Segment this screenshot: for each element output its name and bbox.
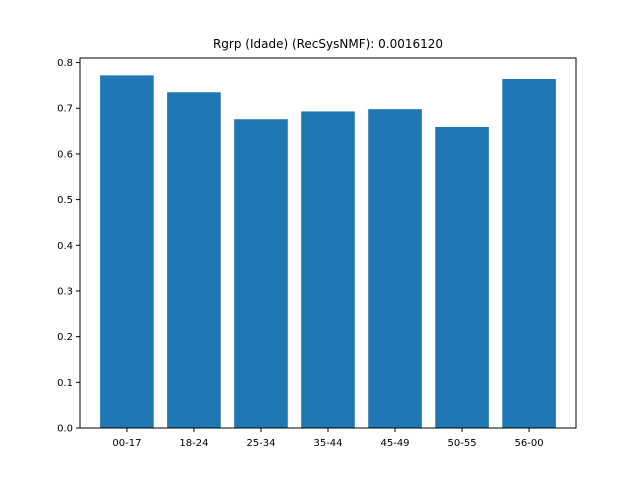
bar-35-44 (301, 111, 355, 428)
plot-frame (79, 57, 577, 429)
y-tick-label: 0.7 (57, 104, 73, 115)
bar-50-55 (435, 126, 489, 428)
x-axis: 00-17 18-24 25-34 35-44 45-49 50-55 56-00 (112, 428, 544, 449)
y-tick-label: 0.5 (57, 195, 73, 206)
x-tick-label: 50-55 (448, 438, 477, 449)
x-tick-label: 00-17 (112, 438, 141, 449)
y-tick-label: 0.0 (57, 424, 73, 435)
x-tick-label: 25-34 (246, 438, 275, 449)
y-tick-label: 0.8 (57, 58, 73, 69)
y-tick-label: 0.4 (57, 241, 73, 252)
y-axis: 0.0 0.1 0.2 0.3 0.4 0.5 0.6 0.7 0.8 (57, 58, 80, 435)
y-tick-label: 0.6 (57, 149, 73, 160)
y-tick-label: 0.2 (57, 332, 73, 343)
chart-title: Rgrp (Idade) (RecSysNMF): 0.0016120 (213, 37, 443, 51)
bar-18-24 (167, 92, 221, 428)
x-tick-label: 45-49 (380, 438, 409, 449)
x-tick-label: 35-44 (313, 438, 342, 449)
bar-56-00 (502, 79, 556, 429)
x-tick-label: 18-24 (179, 438, 208, 449)
y-tick-label: 0.3 (57, 286, 73, 297)
bars-group (100, 75, 556, 429)
bar-45-49 (368, 109, 422, 428)
y-tick-label: 0.1 (57, 378, 73, 389)
bar-00-17 (100, 75, 154, 428)
bar-25-34 (234, 119, 288, 429)
x-tick-label: 56-00 (515, 438, 544, 449)
